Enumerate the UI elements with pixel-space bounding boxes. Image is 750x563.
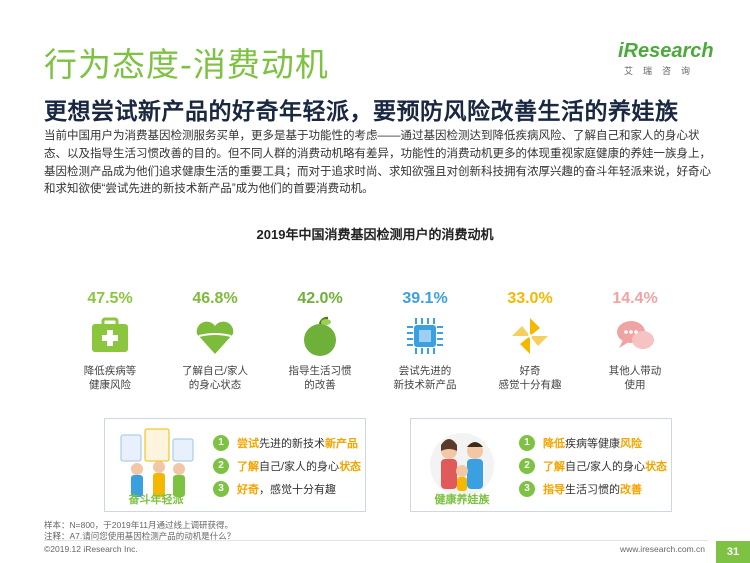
category-label: 了解自己/家人 的身心状态 — [182, 365, 248, 391]
iresearch-logo: iResearch 艾瑞咨询 — [618, 40, 714, 77]
list-item: 2 了解 自己/家人的身心 状态 — [519, 454, 667, 477]
list-item: 3 好奇 ，感觉十分有趣 — [213, 477, 361, 500]
site-url[interactable]: www.iresearch.com.cn — [620, 544, 706, 554]
list-item: 1 尝试 先进的新技术 新产品 — [213, 431, 361, 454]
card-list: 1 尝试 先进的新技术 新产品 2 了解 自己/家人的身心 状态 3 好奇 ，感觉十分有趣 — [213, 431, 361, 500]
category-label: 降低疾病等 健康风险 — [83, 365, 137, 391]
category-label: 其他人带动 使用 — [608, 365, 662, 391]
body-paragraph: 当前中国用户为消费基因检测服务买单，更多是基于功能性的考虑——通过基因检测达到降… — [44, 130, 711, 196]
card-tag: 健康养娃族 — [434, 494, 490, 506]
medical-kit-icon — [88, 314, 132, 358]
motives-chart: 47.5% 降低疾病等 健康风险 46.8% 了解自己/家人 的身心状态 42.0% 指导… — [84, 290, 700, 400]
chip-icon — [403, 314, 447, 358]
data-label: 33.0% — [507, 290, 553, 307]
page-subtitle: 更想尝试新产品的好奇年轻派，要预防风险改善生活的养娃族 — [44, 99, 679, 125]
motive-item: 14.4% 其他人带动 使用 — [593, 290, 677, 392]
card-tag: 奋斗年轻派 — [128, 494, 184, 506]
family-illustration — [430, 433, 494, 497]
chart-title: 2019年中国消费基因检测用户的消费动机 — [256, 227, 494, 242]
card-young-strivers: 奋斗年轻派 1 尝试 先进的新技术 新产品 2 了解 自己/家人的身心 状态 3 好奇 ，感觉十… — [104, 418, 366, 512]
data-label: 14.4% — [612, 290, 658, 307]
motive-item: 47.5% 降低疾病等 健康风险 — [68, 290, 152, 392]
page-number: 31 — [716, 541, 750, 563]
chat-bubbles-icon — [613, 314, 657, 358]
footer-divider — [44, 540, 708, 541]
heart-icon — [193, 314, 237, 358]
logo-text: iResearch — [618, 40, 714, 62]
list-item: 3 指导 生活习惯的 改善 — [519, 477, 667, 500]
motive-item: 39.1% 尝试先进的 新技术新产品 — [383, 290, 467, 392]
young-people-illustration — [120, 428, 194, 497]
list-item: 2 了解 自己/家人的身心 状态 — [213, 454, 361, 477]
page-title: 行为态度-消费动机 — [44, 45, 329, 84]
data-label: 39.1% — [402, 290, 448, 307]
card-list: 1 降低 疾病等健康 风险 2 了解 自己/家人的身心 状态 3 指导 生活习惯的 改善 — [519, 431, 667, 500]
footnotes: 样本：N=800，于2019年11月通过线上调研获得。 注释：A7.请问您使用基… — [44, 520, 235, 542]
category-label: 好奇 感觉十分有趣 — [498, 365, 562, 391]
copyright: ©2019.12 iResearch Inc. — [44, 544, 138, 554]
data-label: 42.0% — [297, 290, 343, 307]
pinwheel-icon — [508, 314, 552, 358]
category-label: 指导生活习惯 的改善 — [288, 365, 352, 391]
apple-icon — [298, 314, 342, 358]
motive-item: 46.8% 了解自己/家人 的身心状态 — [173, 290, 257, 392]
motive-item: 33.0% 好奇 感觉十分有趣 — [488, 290, 572, 392]
logo-sub: 艾瑞咨询 — [624, 66, 701, 76]
sample-note: 样本：N=800，于2019年11月通过线上调研获得。 — [44, 520, 234, 530]
card-healthy-parents: 健康养娃族 1 降低 疾病等健康 风险 2 了解 自己/家人的身心 状态 3 指导 生活习惯的改… — [410, 418, 672, 512]
list-item: 1 降低 疾病等健康 风险 — [519, 431, 667, 454]
category-label: 尝试先进的 新技术新产品 — [393, 365, 457, 391]
motive-item: 42.0% 指导生活习惯 的改善 — [278, 290, 362, 392]
data-label: 46.8% — [192, 290, 238, 307]
data-label: 47.5% — [87, 290, 133, 307]
question-note: 注释：A7.请问您使用基因检测产品的动机是什么？ — [44, 531, 236, 541]
